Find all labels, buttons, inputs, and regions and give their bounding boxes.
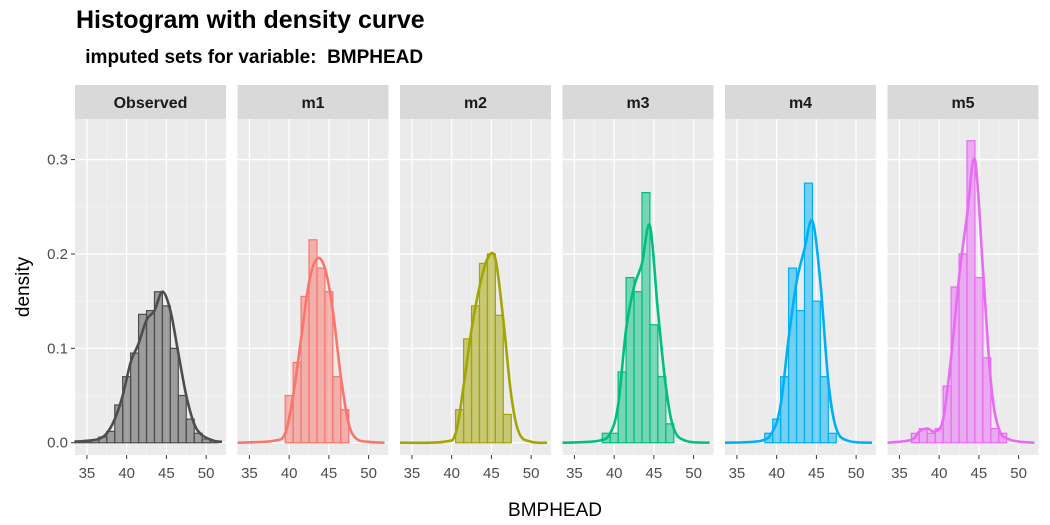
x-tick-label: 40 — [606, 465, 623, 482]
x-tick-label: 50 — [523, 465, 540, 482]
facet-strip-label: m1 — [301, 95, 324, 112]
x-tick-label: 35 — [891, 465, 908, 482]
histogram-bar — [958, 253, 968, 444]
histogram-bar — [819, 376, 829, 444]
histogram-bar — [982, 357, 992, 444]
x-tick-label: 45 — [483, 465, 500, 482]
x-tick-label: 50 — [685, 465, 702, 482]
x-tick-label: 40 — [281, 465, 298, 482]
histogram-bar — [811, 300, 821, 444]
x-tick-label: 50 — [848, 465, 865, 482]
facet-strip-label: Observed — [114, 95, 188, 112]
x-tick-label: 40 — [768, 465, 785, 482]
density-curve — [74, 290, 223, 444]
chart-subtitle: imputed sets for variable: BMPHEAD — [80, 47, 424, 68]
x-tick-label: 45 — [646, 465, 663, 482]
y-tick-label: 0.1 — [47, 340, 68, 357]
facet-strip-label: m5 — [951, 95, 974, 112]
histogram-bar — [990, 427, 1000, 444]
histogram-bar — [926, 432, 936, 444]
y-tick-label: 0.3 — [47, 152, 68, 169]
x-axis-label: BMPHEAD — [508, 500, 602, 521]
histogram-bar — [145, 309, 156, 444]
x-tick-label: 50 — [360, 465, 377, 482]
density-curve — [237, 256, 385, 445]
density-curve — [399, 251, 548, 445]
x-tick-label: 45 — [321, 465, 338, 482]
histogram-bar — [633, 291, 643, 444]
chart-title: Histogram with density curve — [76, 6, 425, 34]
histogram-bar — [617, 371, 627, 444]
density-curve — [562, 223, 710, 445]
x-tick-label: 35 — [729, 465, 746, 482]
histogram-bar — [316, 267, 326, 444]
x-tick-label: 35 — [566, 465, 583, 482]
facet-strip — [887, 85, 1039, 119]
histogram-bar — [795, 309, 806, 444]
x-tick-label: 50 — [1010, 465, 1027, 482]
x-tick-label: 35 — [241, 465, 258, 482]
histogram-bar — [494, 314, 504, 444]
x-tick-label: 40 — [443, 465, 460, 482]
histogram-bar — [169, 347, 179, 444]
histogram-bar — [161, 305, 171, 444]
facet-strip — [562, 85, 714, 119]
histogram-bar — [486, 253, 496, 444]
histogram-bar — [185, 418, 195, 444]
facet-strip — [400, 85, 551, 119]
histogram-bar — [324, 291, 334, 444]
histogram-bar — [177, 394, 187, 444]
facet-strip — [75, 85, 226, 119]
x-tick-label: 45 — [158, 465, 175, 482]
histogram-bar — [332, 376, 342, 444]
x-tick-label: 40 — [118, 465, 135, 482]
density-curve — [724, 218, 873, 445]
histogram-bar — [609, 432, 619, 444]
histogram-bar — [130, 352, 140, 444]
histogram-bar — [641, 192, 651, 444]
x-tick-label: 45 — [808, 465, 825, 482]
facet-strip-label: m3 — [626, 95, 649, 112]
histogram-bar — [974, 276, 984, 444]
x-tick-label: 45 — [971, 465, 988, 482]
facet-strip — [725, 85, 876, 119]
facet-strip-label: m4 — [789, 95, 812, 112]
x-tick-label: 35 — [404, 465, 421, 482]
facet-strip-label: m2 — [464, 95, 487, 112]
histogram-bar — [478, 262, 489, 444]
density-curve — [887, 157, 1035, 445]
histogram-bar — [193, 432, 203, 444]
histogram-bar — [502, 413, 512, 444]
histogram-bar — [665, 423, 675, 444]
x-tick-label: 40 — [931, 465, 948, 482]
x-tick-label: 35 — [79, 465, 96, 482]
y-tick-label: 0.0 — [47, 435, 68, 452]
y-tick-label: 0.2 — [47, 246, 68, 263]
histogram-bar — [657, 376, 667, 444]
histogram-bar — [827, 432, 837, 444]
histogram-bar — [649, 324, 659, 444]
histogram-bar — [153, 291, 164, 444]
facet-strip — [237, 85, 389, 119]
x-tick-label: 50 — [198, 465, 215, 482]
